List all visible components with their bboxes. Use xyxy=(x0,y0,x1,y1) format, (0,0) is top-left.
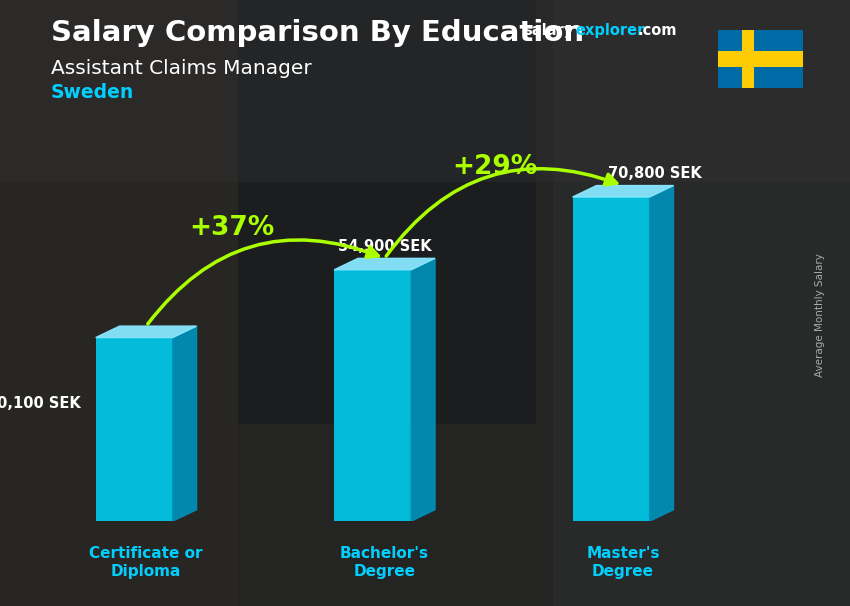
FancyBboxPatch shape xyxy=(573,197,649,521)
Text: +37%: +37% xyxy=(190,215,275,241)
Bar xyxy=(238,0,536,424)
Bar xyxy=(0,0,850,182)
Bar xyxy=(0,0,238,606)
Text: 70,800 SEK: 70,800 SEK xyxy=(609,166,702,181)
FancyBboxPatch shape xyxy=(96,338,173,521)
Text: salary: salary xyxy=(523,23,573,38)
Text: 54,900 SEK: 54,900 SEK xyxy=(337,239,432,254)
Text: Sweden: Sweden xyxy=(51,83,134,102)
Text: +29%: +29% xyxy=(452,154,537,180)
Polygon shape xyxy=(173,326,196,521)
Text: explorer: explorer xyxy=(575,23,645,38)
Bar xyxy=(552,0,850,606)
Polygon shape xyxy=(573,185,673,197)
Text: Salary Comparison By Education: Salary Comparison By Education xyxy=(51,19,584,47)
Text: Average Monthly Salary: Average Monthly Salary xyxy=(815,253,825,377)
Text: Master's
Degree: Master's Degree xyxy=(586,547,660,579)
Text: .com: .com xyxy=(638,23,677,38)
Bar xyxy=(742,30,754,88)
Polygon shape xyxy=(96,326,196,338)
Text: Certificate or
Diploma: Certificate or Diploma xyxy=(89,547,203,579)
Polygon shape xyxy=(649,185,673,521)
Text: Assistant Claims Manager: Assistant Claims Manager xyxy=(51,59,312,78)
Text: 40,100 SEK: 40,100 SEK xyxy=(0,396,81,411)
FancyBboxPatch shape xyxy=(334,270,411,521)
Polygon shape xyxy=(411,258,435,521)
Text: Bachelor's
Degree: Bachelor's Degree xyxy=(340,547,429,579)
Bar xyxy=(718,52,803,67)
Polygon shape xyxy=(334,258,435,270)
